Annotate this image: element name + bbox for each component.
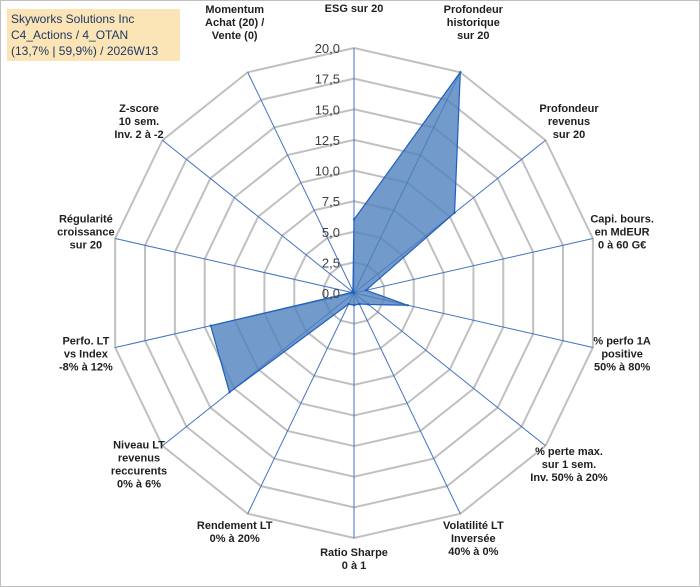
axis-label-line: sur 1 sem. bbox=[542, 459, 596, 471]
axis-label-line: Ratio Sharpe bbox=[320, 547, 388, 559]
axis-label-line: reccurents bbox=[111, 465, 167, 477]
chart-info-box: Skyworks Solutions Inc C4_Actions / 4_OT… bbox=[7, 9, 180, 61]
radar-spoke bbox=[115, 237, 355, 294]
axis-label-line: en MdEUR bbox=[595, 226, 650, 238]
series-point bbox=[358, 302, 361, 306]
axis-label: Rendement LT0% à 20% bbox=[197, 520, 273, 545]
series-point bbox=[459, 71, 462, 74]
axis-label-line: 50% à 80% bbox=[594, 362, 650, 374]
company-name: Skyworks Solutions Inc bbox=[11, 12, 135, 26]
axis-label-line: 0% à 20% bbox=[210, 533, 260, 545]
radar-spoke bbox=[162, 139, 355, 294]
axis-label-line: 10 sem. bbox=[119, 116, 159, 128]
axis-label-line: revenus bbox=[548, 116, 590, 128]
axis-label-line: 0 à 60 G€ bbox=[598, 239, 646, 251]
portfolio-label: C4_Actions / 4_OTAN bbox=[11, 28, 129, 42]
stats-label: (13,7% | 59,9%) / 2026W13 bbox=[11, 44, 159, 58]
axis-label-line: Vente (0) bbox=[212, 30, 258, 42]
axis-label-line: Profondeur bbox=[444, 4, 504, 16]
series-point bbox=[406, 304, 409, 307]
axis-label-line: sur 20 bbox=[553, 129, 585, 141]
series-point bbox=[352, 218, 356, 221]
axis-label-line: Inv. 50% à 20% bbox=[530, 472, 608, 484]
axis-label-line: Momentum bbox=[205, 4, 264, 16]
axis-label-line: Achat (20) / bbox=[205, 17, 264, 29]
axis-label-line: Z-score bbox=[119, 103, 159, 115]
radar-spoke bbox=[247, 72, 355, 294]
radar-spoke bbox=[353, 292, 461, 514]
tick-label: 5,0 bbox=[322, 225, 340, 240]
axis-label-line: historique bbox=[447, 17, 500, 29]
axis-label-line: -8% à 12% bbox=[59, 362, 113, 374]
series-point bbox=[352, 304, 356, 307]
series-point bbox=[351, 289, 355, 292]
radar-spoke bbox=[247, 292, 355, 514]
axis-label-line: Régularité bbox=[59, 213, 113, 225]
axis-label-line: ESG sur 20 bbox=[325, 3, 384, 15]
axis-label: NoteESG sur 20 bbox=[325, 1, 384, 15]
axis-label-line: Capi. bours. bbox=[590, 213, 654, 225]
axis-label-line: Perfo. LT bbox=[62, 336, 109, 348]
series-point bbox=[350, 291, 353, 294]
series-point bbox=[209, 324, 212, 327]
tick-label: 7,5 bbox=[322, 194, 340, 209]
axis-label-line: sur 20 bbox=[457, 30, 489, 42]
axis-label-line: Volatilité LT bbox=[443, 520, 504, 532]
tick-label: 15,0 bbox=[315, 102, 340, 117]
series-point bbox=[453, 211, 456, 215]
axis-label-line: positive bbox=[601, 349, 643, 361]
axis-label-line: sur 20 bbox=[70, 239, 102, 251]
tick-label: 12,5 bbox=[315, 133, 340, 148]
tick-label: 2,5 bbox=[322, 255, 340, 270]
radar-tick-labels: 0,0 2,5 5,0 7,5 10,0 12,5 15,0 17,5 20,0 bbox=[315, 41, 340, 301]
tick-label: 0,0 bbox=[322, 286, 340, 301]
tick-label: 20,0 bbox=[315, 41, 340, 56]
series-point bbox=[352, 291, 356, 295]
series-point bbox=[364, 289, 368, 292]
axis-label-line: 0% à 6% bbox=[117, 478, 161, 490]
axis-label-line: Profondeur bbox=[539, 103, 599, 115]
series-point bbox=[228, 391, 231, 394]
axis-label-line: % perfo 1A bbox=[593, 336, 651, 348]
radar-series bbox=[209, 70, 462, 394]
axis-label-line: revenus bbox=[118, 452, 160, 464]
radar-spoke bbox=[353, 237, 593, 294]
radar-spoke bbox=[353, 292, 546, 447]
tick-label: 17,5 bbox=[315, 72, 340, 87]
axis-label-line: vs Index bbox=[64, 349, 109, 361]
axis-label-line: Inv. 2 à -2 bbox=[114, 129, 163, 141]
series-point bbox=[367, 303, 370, 306]
axis-label-line: 0 à 1 bbox=[342, 560, 366, 572]
axis-label-line: Rendement LT bbox=[197, 520, 273, 532]
axis-label-line: Note bbox=[342, 1, 366, 2]
axis-label-line: % perte max. bbox=[535, 446, 603, 458]
axis-label-line: Inversée bbox=[451, 533, 496, 545]
axis-label-line: croissance bbox=[57, 226, 114, 238]
tick-label: 10,0 bbox=[315, 164, 340, 179]
series-point bbox=[347, 302, 350, 306]
axis-label: % perte max.sur 1 sem.Inv. 50% à 20% bbox=[530, 446, 608, 484]
axis-label-line: Niveau LT bbox=[113, 439, 165, 451]
axis-label-line: 40% à 0% bbox=[448, 546, 498, 558]
